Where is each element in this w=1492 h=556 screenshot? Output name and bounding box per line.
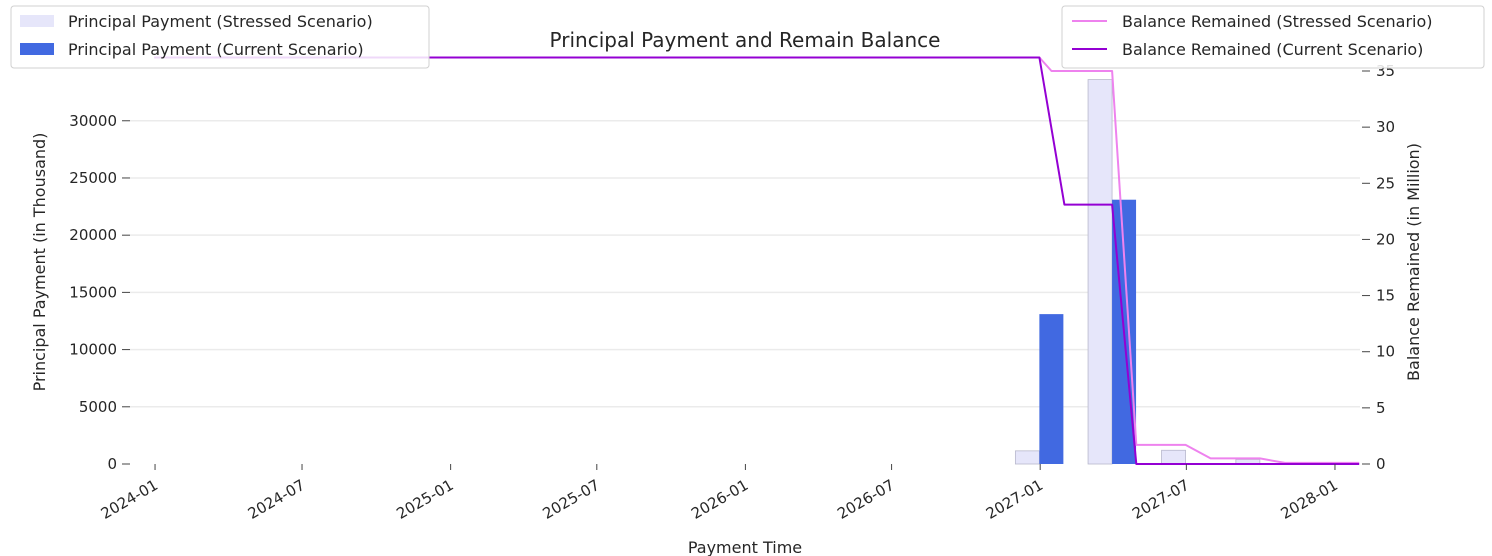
legend-entry-current-bar: Principal Payment (Current Scenario) bbox=[68, 40, 364, 59]
y-axis-left-label: Principal Payment (in Thousand) bbox=[30, 133, 49, 392]
legend-entry-stressed-bar: Principal Payment (Stressed Scenario) bbox=[68, 12, 373, 31]
y-right-tick-label-0: 0 bbox=[1376, 455, 1386, 473]
x-tick-label-2: 2025-01 bbox=[393, 476, 456, 523]
legend-right-frame bbox=[1061, 5, 1485, 69]
x-tick-label-7: 2027-07 bbox=[1129, 476, 1192, 523]
bar-stressed-2 bbox=[1161, 449, 1186, 465]
x-axis-label: Payment Time bbox=[688, 538, 802, 556]
y-right-tick-label-6: 30 bbox=[1376, 118, 1395, 136]
lines-layer bbox=[154, 56, 1360, 465]
line-stressed-balance bbox=[154, 56, 1360, 464]
legend-left-frame bbox=[10, 5, 430, 69]
chart-title: Principal Payment and Remain Balance bbox=[550, 28, 941, 52]
x-tick-label-1: 2024-07 bbox=[245, 476, 308, 523]
y-axis-right-label: Balance Remained (in Million) bbox=[1404, 143, 1423, 381]
x-tick-label-6: 2027-01 bbox=[983, 476, 1046, 523]
y-left-tick-label-3: 15000 bbox=[69, 283, 117, 301]
legend-right: Balance Remained (Stressed Scenario) Bal… bbox=[1061, 5, 1485, 69]
x-tick-label-4: 2026-01 bbox=[688, 476, 751, 523]
y-left-tick-label-5: 25000 bbox=[69, 169, 117, 187]
x-tick-label-5: 2026-07 bbox=[834, 476, 897, 523]
y-right-tick-label-5: 25 bbox=[1376, 174, 1395, 192]
legend-entry-current-line: Balance Remained (Current Scenario) bbox=[1122, 40, 1423, 59]
bar-stressed-0 bbox=[1014, 450, 1040, 465]
legend-entry-stressed-line: Balance Remained (Stressed Scenario) bbox=[1122, 12, 1433, 31]
line-current-balance bbox=[154, 56, 1360, 465]
y-left-tick-label-6: 30000 bbox=[69, 112, 117, 130]
y-right-tick-label-3: 15 bbox=[1376, 287, 1395, 305]
legend-swatch-current-bar bbox=[20, 43, 54, 55]
x-tick-label-3: 2025-07 bbox=[540, 476, 603, 523]
legend-swatch-stressed-bar bbox=[20, 15, 54, 27]
x-tick-label-0: 2024-01 bbox=[98, 476, 161, 523]
y-right-tick-label-4: 20 bbox=[1376, 230, 1395, 248]
x-tick-label-8: 2028-01 bbox=[1278, 476, 1341, 523]
bar-stressed-1 bbox=[1087, 79, 1113, 465]
y-right-tick-label-1: 5 bbox=[1376, 399, 1386, 417]
y-left-tick-label-0: 0 bbox=[107, 455, 117, 473]
y-right-tick-label-2: 10 bbox=[1376, 343, 1395, 361]
legend-left: Principal Payment (Stressed Scenario) Pr… bbox=[10, 5, 430, 69]
y-left-tick-label-1: 5000 bbox=[79, 398, 117, 416]
bar-current-0 bbox=[1039, 314, 1064, 464]
grid-layer bbox=[130, 120, 1360, 408]
y-left-tick-label-4: 20000 bbox=[69, 226, 117, 244]
y-left-tick-label-2: 10000 bbox=[69, 341, 117, 359]
